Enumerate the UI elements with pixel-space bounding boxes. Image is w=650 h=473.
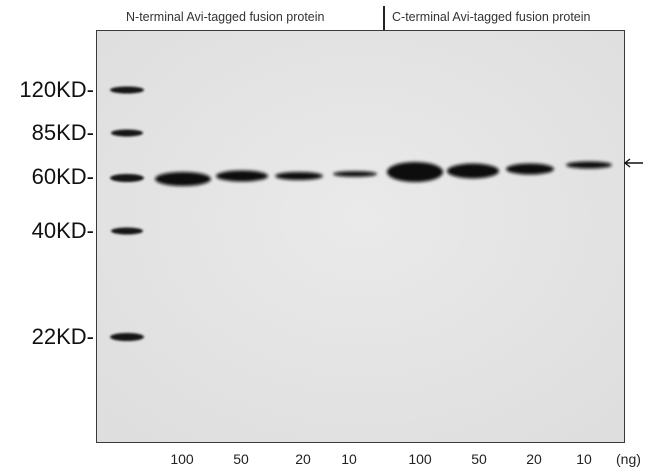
band-n-50 bbox=[216, 170, 268, 182]
sample-bands bbox=[155, 161, 612, 186]
blot-image bbox=[97, 31, 624, 442]
ladder-band-22 bbox=[110, 333, 144, 341]
unit-label: (ng) bbox=[616, 451, 641, 467]
lane-label-n-100: 100 bbox=[170, 451, 194, 467]
group-label-c-terminal: C-terminal Avi-tagged fusion protein bbox=[392, 10, 591, 24]
marker-85kd: 85KD- bbox=[31, 120, 94, 145]
ladder-band-120 bbox=[110, 86, 144, 94]
band-n-10 bbox=[333, 171, 377, 177]
lane-label-c-10: 10 bbox=[576, 451, 592, 467]
arrow-left-icon bbox=[623, 158, 643, 168]
ladder-bands bbox=[110, 86, 144, 341]
band-c-20 bbox=[506, 163, 554, 175]
lane-label-c-20: 20 bbox=[526, 451, 542, 467]
marker-22kd: 22KD- bbox=[31, 324, 94, 349]
lane-label-n-50: 50 bbox=[233, 451, 249, 467]
ladder-band-60 bbox=[110, 174, 144, 182]
band-n-100 bbox=[155, 172, 211, 186]
group-divider bbox=[383, 6, 385, 30]
band-n-20 bbox=[275, 172, 323, 180]
lane-label-c-100: 100 bbox=[408, 451, 432, 467]
lane-label-n-20: 20 bbox=[295, 451, 311, 467]
marker-40kd: 40KD- bbox=[31, 218, 94, 243]
ladder-band-85 bbox=[111, 129, 143, 137]
group-label-n-terminal: N-terminal Avi-tagged fusion protein bbox=[126, 10, 325, 24]
blot-membrane bbox=[96, 30, 625, 443]
lane-label-c-50: 50 bbox=[471, 451, 487, 467]
lane-label-n-10: 10 bbox=[341, 451, 357, 467]
band-c-100 bbox=[387, 162, 443, 182]
band-c-10 bbox=[566, 161, 612, 169]
marker-120kd: 120KD- bbox=[19, 77, 94, 102]
band-c-50 bbox=[447, 163, 499, 179]
marker-60kd: 60KD- bbox=[31, 164, 94, 189]
ladder-band-40 bbox=[111, 227, 143, 235]
